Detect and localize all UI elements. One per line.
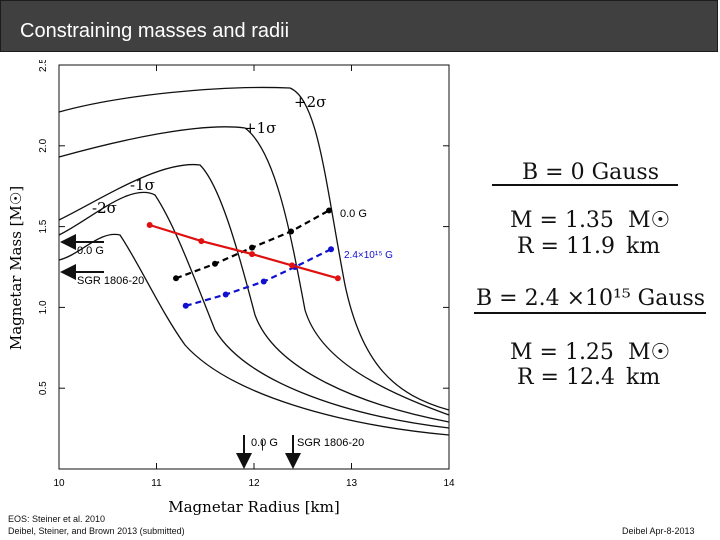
series-point <box>289 262 296 269</box>
bottom-arrow-label: SGR 1806-20 <box>297 437 364 449</box>
y-tick-label: 0.5 <box>38 381 49 395</box>
x-tick-label: 11 <box>151 478 162 489</box>
series-point <box>146 221 153 228</box>
result-field-0: B = 0 Gauss <box>522 160 660 185</box>
eos-label: -1σ <box>130 176 155 194</box>
y-tick-label: 1.5 <box>38 219 49 233</box>
series-point <box>249 244 256 251</box>
eos-curve <box>58 233 450 436</box>
eos-curve <box>58 191 450 429</box>
x-axis-label: Magnetar Radius [km] <box>168 498 339 516</box>
x-tick-label: 14 <box>443 478 455 489</box>
footer-date: Deibel Apr-8-2013 <box>622 526 695 536</box>
y-tick-label: 2.0 <box>38 138 49 152</box>
eos-curve <box>58 163 450 423</box>
series-point <box>326 207 333 214</box>
result-radius-unit-1: km <box>626 365 661 390</box>
series-point <box>198 238 205 245</box>
x-tick-label: 13 <box>346 478 358 489</box>
result-mass-1: M = 1.25 <box>510 340 614 365</box>
y-axis-label: Magnetar Mass [M☉] <box>7 186 25 350</box>
series-layer <box>146 207 341 309</box>
slide-title: Constraining masses and radii <box>20 20 290 42</box>
title-bar: Constraining masses and radii <box>0 0 718 52</box>
series-line <box>185 248 332 307</box>
eos-label: -2σ <box>92 199 117 217</box>
result-field-1: B = 2.4 ×10¹⁵ Gauss <box>476 286 706 311</box>
axis-ticks: 10 11 12 13 14 0.5 1.0 1.5 2.0 2.5 <box>38 60 455 489</box>
result-radius-unit-0: km <box>626 234 661 259</box>
eos-label: +1σ <box>244 119 276 137</box>
footer-reference-2: Deibel, Steiner, and Brown 2013 (submitt… <box>8 526 185 536</box>
y-tick-label: 1.0 <box>38 300 49 314</box>
high-field-curve-label: 2.4×10¹⁵ G <box>344 250 393 261</box>
bottom-arrow-label: 0.0 G <box>251 437 278 449</box>
series-point <box>288 228 295 235</box>
y-tick-label: 2.5 <box>38 60 49 72</box>
series-point <box>222 291 229 298</box>
result-divider-0 <box>492 184 678 186</box>
result-mass-unit-0: M☉ <box>628 208 671 233</box>
eos-curves <box>58 86 450 436</box>
zero-field-curve-label: 0.0 G <box>340 208 367 220</box>
result-mass-0: M = 1.35 <box>510 208 614 233</box>
series-point <box>260 278 267 285</box>
series-point <box>212 260 218 267</box>
x-tick-label: 10 <box>53 478 65 489</box>
series-point <box>249 251 256 258</box>
result-radius-0: R = 11.9 <box>517 234 615 259</box>
result-divider-1 <box>474 312 706 314</box>
eos-curve <box>58 126 450 416</box>
footer-reference-1: EOS: Steiner et al. 2010 <box>8 514 106 524</box>
series-point <box>334 275 341 282</box>
result-mass-unit-1: M☉ <box>628 340 671 365</box>
x-tick-label: 12 <box>248 478 260 489</box>
series-point <box>182 302 189 309</box>
mass-radius-chart: 10 11 12 13 14 0.5 1.0 1.5 2.0 2.5 +2σ +1σ -1σ -2… <box>7 60 455 516</box>
series-point <box>328 246 335 253</box>
eos-label: +2σ <box>294 93 326 111</box>
annotations: 0.0 G 2.4×10¹⁵ G 0.0 G SGR 1806-20 0.0 G… <box>60 208 393 469</box>
left-arrow-label: 0.0 G <box>77 245 104 257</box>
left-arrow-label: SGR 1806-20 <box>77 275 144 287</box>
eos-labels: +2σ +1σ -1σ -2σ <box>92 93 326 217</box>
result-radius-1: R = 12.4 <box>517 365 615 390</box>
series-line <box>149 223 339 280</box>
eos-curve <box>58 86 450 411</box>
series-point <box>173 275 179 282</box>
series-line <box>175 209 330 280</box>
bottom-arrow-divider: | <box>261 439 264 451</box>
